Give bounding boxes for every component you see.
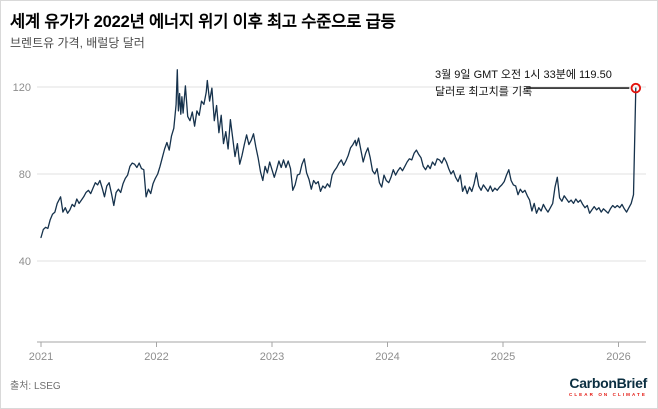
brand-name: CarbonBrief (569, 375, 647, 391)
x-tick-label: 2022 (144, 351, 168, 363)
peak-annotation-line1: 3월 9일 GMT 오전 1시 33분에 119.50 (435, 69, 612, 81)
brand-tagline: CLEAR ON CLIMATE (568, 392, 647, 397)
brent-price-series (40, 69, 637, 239)
x-tick-label: 2021 (29, 351, 53, 363)
x-tick-label: 2024 (375, 351, 399, 363)
y-tick-label: 40 (19, 256, 31, 268)
plot-area: 40 80 120 2021 2022 2023 2024 2025 2026 3월 9일 GM… (1, 59, 657, 367)
peak-annotation: 3월 9일 GMT 오전 1시 33분에 119.50 달러로 최고치를 기록 (435, 67, 640, 101)
x-tick-label: 2026 (606, 351, 630, 363)
x-tick-label: 2023 (260, 351, 284, 363)
brand-logo: CarbonBrief CLEAR ON CLIMATE (569, 375, 647, 397)
brent-price-line-chart: 40 80 120 2021 2022 2023 2024 2025 2026 (13, 69, 646, 363)
chart-subtitle: 브렌트유 가격, 배럴당 달러 (10, 36, 145, 50)
peak-marker-circle (630, 82, 642, 94)
y-tick-label: 80 (19, 169, 31, 181)
page-title: 세계 유가가 2022년 에너지 위기 이후 최고 수준으로 급등 (10, 13, 396, 31)
x-tick-label: 2025 (491, 351, 515, 363)
peak-annotation-line2: 달러로 최고치를 기록 (435, 86, 533, 99)
y-tick-label: 120 (13, 82, 31, 94)
source-note: 출처: LSEG (10, 381, 61, 392)
